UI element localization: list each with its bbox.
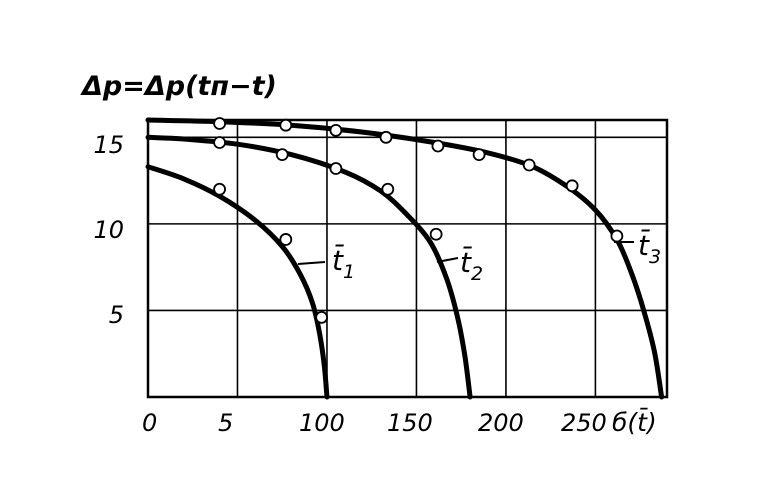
data-point [279, 118, 293, 132]
y-tick-label: 10 [93, 216, 124, 244]
x-tick-label: 0 [142, 409, 157, 437]
plot-frame [146, 118, 669, 399]
curve-label-3: t̄3 [638, 228, 661, 268]
x-axis-label: б(t̄) [612, 407, 657, 437]
series-line-2 [145, 134, 473, 400]
x-tick-label: 200 [478, 409, 524, 437]
data-point [275, 148, 289, 162]
curve-label-subscript: 3 [649, 246, 661, 268]
curves [145, 117, 665, 400]
curve-label-1: t̄1 [332, 243, 355, 283]
x-tick-labels: 0 5 100 150 200 250 [142, 409, 607, 437]
curve-label-2: t̄2 [460, 245, 483, 285]
data-point [213, 136, 226, 149]
series-line-3 [145, 117, 665, 400]
x-tick-label: 250 [561, 409, 607, 437]
data-point [315, 310, 328, 324]
data-point [610, 229, 624, 243]
data-point [329, 123, 343, 137]
data-point [431, 139, 445, 153]
grid [148, 120, 667, 397]
data-point [279, 233, 293, 246]
data-point [522, 158, 536, 172]
data-point [472, 148, 486, 162]
curve-label-leader [297, 261, 326, 265]
data-point [213, 117, 226, 130]
y-tick-label: 15 [93, 131, 124, 159]
markers [213, 117, 624, 324]
y-tick-label: 5 [109, 301, 124, 329]
curve-label-subscript: 1 [343, 261, 355, 283]
curve-label-leader [436, 257, 459, 263]
series-line-1 [145, 164, 330, 400]
x-tick-label: 5 [218, 409, 233, 437]
data-point [381, 182, 395, 196]
y-tick-labels: 15 10 5 [93, 131, 124, 329]
data-point [565, 179, 579, 193]
curve-label-subscript: 2 [471, 263, 483, 285]
x-tick-label: 150 [387, 409, 433, 437]
data-point [429, 227, 443, 241]
y-axis-label: Δp=Δp(tп−t) [80, 71, 277, 102]
x-tick-label: 100 [299, 409, 345, 437]
data-point [213, 182, 226, 196]
data-point [329, 162, 343, 175]
curve-labels: t̄1 t̄2 t̄3 [297, 228, 661, 285]
data-point [379, 130, 393, 144]
